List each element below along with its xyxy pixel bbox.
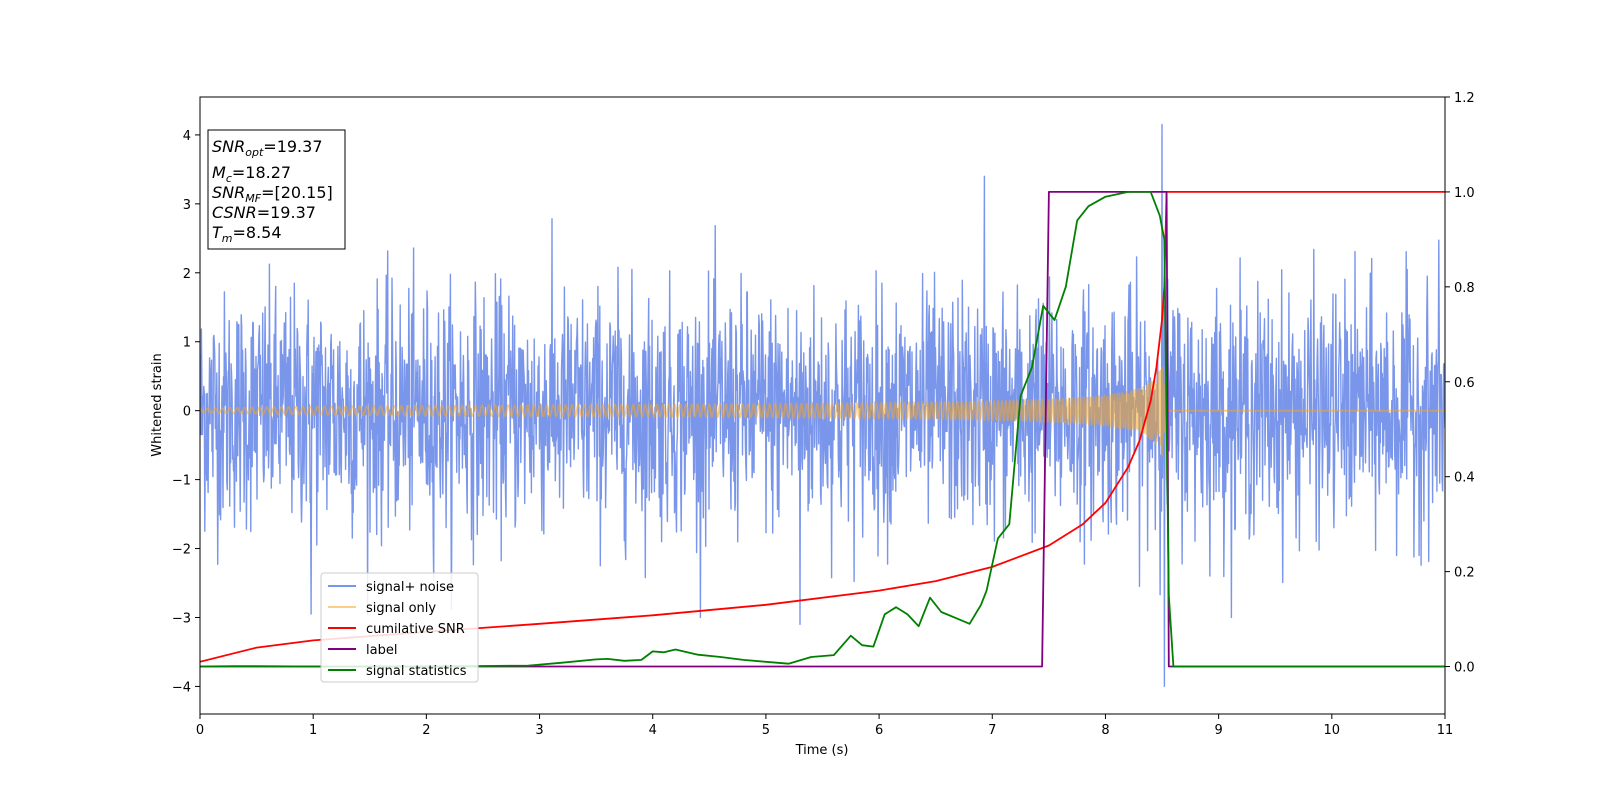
legend-label: signal statistics	[366, 664, 467, 679]
legend-label: signal only	[366, 601, 436, 616]
y2-tick-label: 0.6	[1454, 376, 1475, 391]
y-axis-label: Whitened strain	[150, 353, 165, 456]
y-tick-label: −3	[172, 611, 191, 626]
axes-layer: 0 1 2 3 4 5 6 7 8 9 10 11 −4 −3 −2 −1 0 1 2 3 4 0.0 0.2 0.4 0.6 0…	[172, 91, 1475, 738]
x-tick-label: 8	[1101, 723, 1109, 738]
annotation-symbol: SNR	[212, 137, 245, 156]
annotation-value: =18.27	[232, 163, 291, 182]
annotation-symbol: T	[212, 223, 223, 242]
y2-tick-label: 0.8	[1454, 281, 1475, 296]
x-tick-label: 11	[1437, 723, 1454, 738]
x-tick-label: 1	[309, 723, 317, 738]
y-tick-label: −4	[172, 680, 191, 695]
legend-frame	[320, 572, 479, 683]
annotation-value: =19.37	[263, 137, 322, 156]
annotation-line: SNRopt=19.37	[212, 137, 323, 159]
annotation-line: CSNR=19.37	[212, 203, 316, 222]
series-line-4	[200, 191, 1445, 668]
x-tick-label: 7	[988, 723, 996, 738]
annotation-symbol: M	[212, 163, 226, 182]
legend-label: cumilative SNR	[366, 622, 465, 637]
y2-tick-label: 1.2	[1454, 91, 1475, 106]
x-tick-label: 4	[649, 723, 657, 738]
annotation-subscript: MF	[245, 192, 261, 205]
legend-label: signal+ noise	[366, 580, 454, 595]
x-axis-label: Time (s)	[795, 743, 849, 758]
y-tick-label: 3	[183, 198, 191, 213]
annotation-subscript: m	[222, 232, 233, 245]
x-tick-label: 5	[762, 723, 770, 738]
series-line-1	[200, 366, 1445, 481]
annotation-subscript: c	[226, 172, 232, 185]
x-tick-label: 9	[1214, 723, 1222, 738]
annotation-value: =8.54	[233, 223, 282, 242]
annotation-line: SNRMF=[20.15]	[212, 183, 333, 205]
legend: signal+ noise signal only cumilative SNR la…	[320, 572, 479, 683]
y2-tick-label: 0.0	[1454, 661, 1475, 676]
x-tick-label: 2	[422, 723, 430, 738]
x-tick-label: 3	[535, 723, 543, 738]
annotation-frame	[207, 129, 346, 250]
annotation-symbol: SNR	[212, 183, 245, 202]
y-tick-label: 4	[183, 129, 191, 144]
y-tick-label: 2	[183, 267, 191, 282]
y-tick-label: 0	[183, 405, 191, 420]
annotation-box: SNRopt=19.37Mc=18.27SNRMF=[20.15]CSNR=19…	[207, 129, 346, 250]
annotation-subscript: opt	[245, 146, 264, 159]
y2-tick-label: 0.2	[1454, 566, 1475, 581]
y-tick-label: −1	[172, 474, 191, 489]
x-tick-label: 10	[1324, 723, 1341, 738]
y-tick-label: −2	[172, 543, 191, 558]
annotation-symbol: CSNR	[212, 203, 257, 222]
legend-label: label	[366, 643, 397, 658]
y2-tick-label: 0.4	[1454, 471, 1475, 486]
annotation-value: =[20.15]	[261, 183, 333, 202]
x-tick-label: 0	[196, 723, 204, 738]
x-tick-label: 6	[875, 723, 883, 738]
y2-tick-label: 1.0	[1454, 186, 1475, 201]
annotation-value: =19.37	[257, 203, 316, 222]
series-line-0	[200, 123, 1445, 688]
plot-area-frame	[199, 96, 1446, 715]
y-tick-label: 1	[183, 336, 191, 351]
annotation-line: Mc=18.27	[212, 163, 291, 185]
annotation-line: Tm=8.54	[212, 223, 282, 245]
